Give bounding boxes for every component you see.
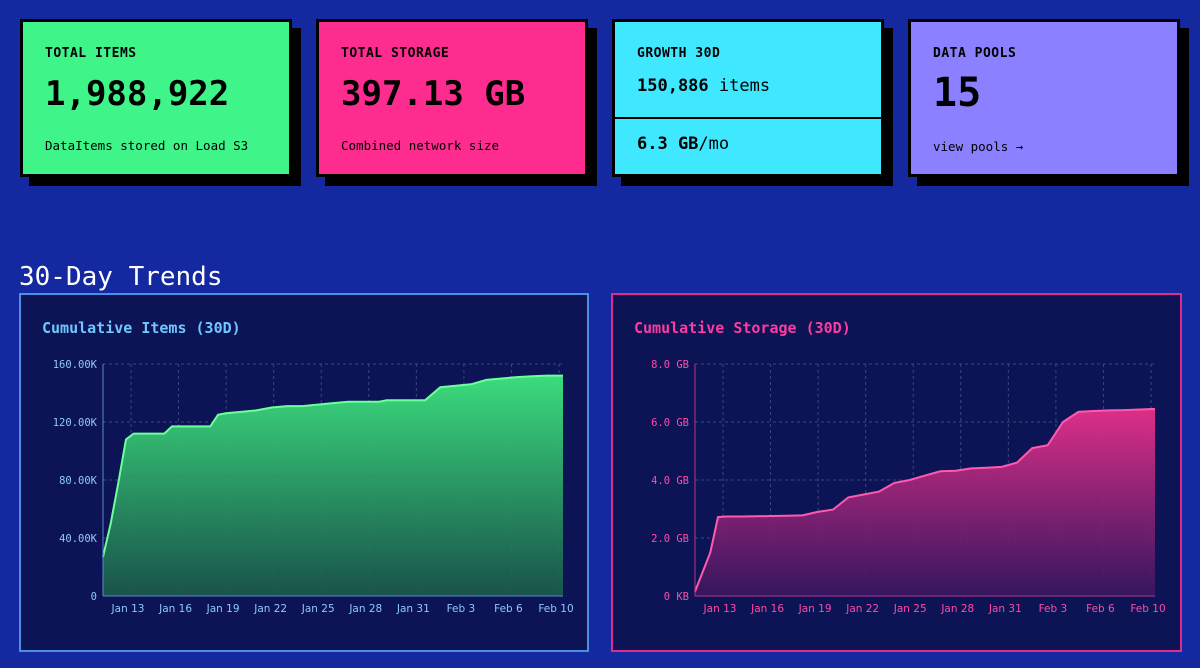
view-pools-link[interactable]: view pools → (933, 139, 1024, 154)
cumulative-items-title: Cumulative Items (30D) (42, 319, 241, 337)
total-items-subtitle: DataItems stored on Load S3 (45, 138, 249, 153)
cumulative-storage-title: Cumulative Storage (30D) (634, 319, 851, 337)
data-pools-value: 15 (933, 70, 982, 116)
storage-x-tick-label: Jan 31 (988, 603, 1022, 615)
items-x-tick-label: Jan 19 (206, 603, 240, 615)
growth-items: 150,886 items (637, 76, 770, 96)
growth-storage: 6.3 GB/mo (637, 134, 729, 154)
total-items-value: 1,988,922 (45, 74, 230, 114)
storage-x-tick-label: Feb 6 (1086, 603, 1115, 615)
items-x-tick-label: Jan 25 (301, 603, 335, 615)
storage-y-tick-label: 8.0 GB (651, 359, 689, 371)
storage-y-tick-label: 4.0 GB (651, 475, 689, 487)
total-items-label: TOTAL ITEMS (45, 46, 137, 61)
cumulative-storage-panel: Cumulative Storage (30D) 0 KB 2.0 GB 4.0 G… (611, 293, 1182, 652)
growth-divider (615, 117, 881, 119)
total-storage-label: TOTAL STORAGE (341, 46, 450, 61)
growth-storage-value: 6.3 GB (637, 134, 699, 154)
storage-series-area (695, 408, 1155, 596)
items-y-tick-label: 120.00K (53, 417, 98, 429)
total-storage-card: TOTAL STORAGE 397.13 GB Combined network… (316, 19, 588, 177)
storage-x-tick-label: Jan 13 (703, 603, 737, 615)
items-series-line (102, 374, 563, 558)
items-y-tick-label: 40.00K (59, 533, 98, 545)
storage-x-tick-label: Jan 16 (750, 603, 784, 615)
growth-items-unit: items (718, 76, 771, 96)
items-x-tick-label: Jan 31 (396, 603, 430, 615)
cumulative-items-panel: Cumulative Items (30D) 0 40.00K 80.00K 120.… (19, 293, 589, 652)
items-x-tick-label: Jan 16 (158, 603, 192, 615)
growth-storage-unit: /mo (698, 134, 730, 154)
storage-x-tick-label: Jan 25 (893, 603, 927, 615)
growth-card: GROWTH 30D 150,886 items 6.3 GB/mo (612, 19, 884, 177)
data-pools-card[interactable]: DATA POOLS 15 view pools → (908, 19, 1180, 177)
storage-x-tick-label: Jan 28 (940, 603, 974, 615)
items-x-tick-label: Feb 6 (494, 603, 523, 615)
storage-series-line (694, 407, 1156, 592)
items-x-tick-label: Jan 13 (111, 603, 145, 615)
storage-y-tick-label: 0 KB (664, 591, 689, 603)
storage-y-tick-label: 6.0 GB (651, 417, 689, 429)
growth-items-value: 150,886 (637, 76, 709, 96)
cumulative-items-chart: 0 40.00K 80.00K 120.00K 160.00K Jan 13 Jan 16 J… (53, 359, 574, 615)
items-x-tick-label: Jan 22 (253, 603, 287, 615)
storage-y-tick-label: 2.0 GB (651, 533, 689, 545)
items-x-tick-label: Feb 3 (447, 603, 476, 615)
items-y-tick-label: 160.00K (53, 359, 98, 371)
items-x-tick-label: Feb 10 (538, 603, 573, 615)
storage-x-tick-label: Jan 19 (798, 603, 832, 615)
total-items-card: TOTAL ITEMS 1,988,922 DataItems stored o… (20, 19, 292, 177)
total-storage-value: 397.13 GB (341, 74, 526, 114)
items-series-area (103, 375, 563, 596)
storage-x-tick-label: Jan 22 (845, 603, 879, 615)
cumulative-storage-chart: 0 KB 2.0 GB 4.0 GB 6.0 GB 8.0 GB Jan 13 Jan 16… (651, 359, 1166, 615)
data-pools-label: DATA POOLS (933, 46, 1017, 61)
storage-x-tick-label: Feb 3 (1039, 603, 1068, 615)
growth-label: GROWTH 30D (637, 46, 721, 61)
total-storage-subtitle: Combined network size (341, 138, 500, 153)
storage-x-tick-label: Feb 10 (1130, 603, 1165, 615)
items-x-tick-label: Jan 28 (348, 603, 382, 615)
items-y-tick-label: 80.00K (59, 475, 98, 487)
items-y-tick-label: 0 (91, 591, 97, 603)
section-title: 30-Day Trends (19, 261, 223, 292)
